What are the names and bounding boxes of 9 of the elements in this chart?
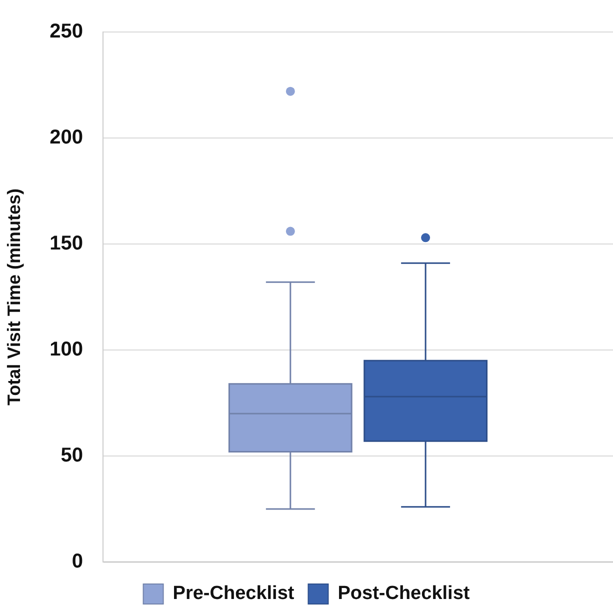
y-tick-label: 50 — [60, 444, 83, 467]
legend-label: Post-Checklist — [338, 583, 470, 604]
y-tick-label: 0 — [72, 550, 83, 573]
y-tick-label: 200 — [50, 126, 83, 149]
y-tick-label: 100 — [50, 338, 83, 361]
y-tick-label: 250 — [50, 20, 83, 43]
y-tick-label: 150 — [50, 232, 83, 255]
legend-label: Pre-Checklist — [172, 583, 295, 604]
y-axis-title: Total Visit Time (minutes) — [4, 188, 24, 406]
